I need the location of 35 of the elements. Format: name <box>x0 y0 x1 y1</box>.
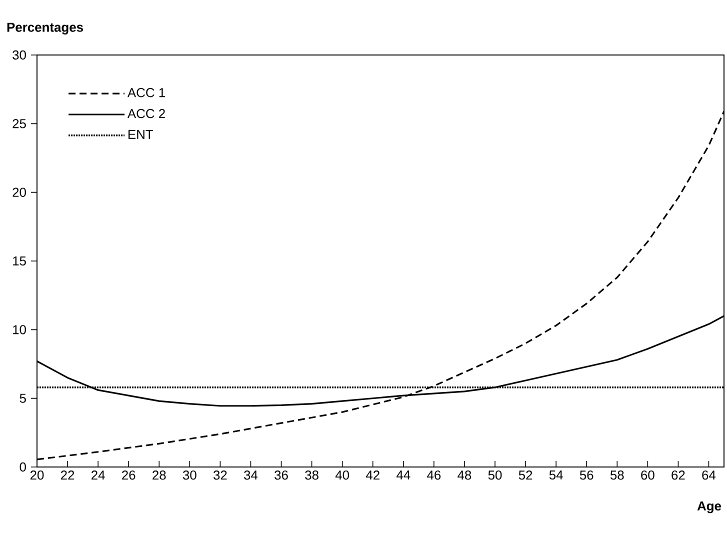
x-tick-label: 48 <box>458 470 472 480</box>
x-tick-label: 22 <box>60 470 74 480</box>
x-tick-label: 30 <box>182 470 196 480</box>
legend-label: ACC 2 <box>127 108 165 118</box>
legend-label: ACC 1 <box>127 88 165 98</box>
x-tick-label: 34 <box>244 470 258 480</box>
x-tick-label: 38 <box>305 470 318 480</box>
x-tick-label: 62 <box>672 470 685 480</box>
y-tick-label: 10 <box>13 325 26 334</box>
legend-label: ENT <box>128 130 154 139</box>
x-tick-label: 40 <box>335 470 350 480</box>
y-tick-label: 0 <box>20 462 26 472</box>
x-tick-label: 52 <box>518 470 532 480</box>
x-tick-label: 46 <box>427 470 441 480</box>
x-tick-label: 32 <box>214 470 227 480</box>
x-tick-label: 54 <box>549 470 563 480</box>
x-tick-label: 24 <box>92 470 105 480</box>
x-tick-label: 58 <box>610 470 624 480</box>
y-tick-label: 30 <box>12 50 26 60</box>
x-tick-label: 20 <box>30 470 44 480</box>
y-axis-title: Percentages <box>7 22 84 34</box>
x-tick-label: 60 <box>641 470 654 480</box>
x-tick-label: 28 <box>152 470 166 480</box>
x-tick-label: 44 <box>396 470 410 480</box>
x-tick-label: 50 <box>488 470 502 480</box>
y-tick-label: 20 <box>12 188 26 197</box>
x-tick-label: 64 <box>702 470 716 480</box>
x-tick-label: 42 <box>366 470 380 480</box>
x-tick-label: 56 <box>580 470 594 480</box>
x-axis-title: Age <box>697 502 722 514</box>
y-tick-label: 5 <box>20 394 26 403</box>
y-tick-label: 15 <box>13 256 26 266</box>
y-tick-label: 25 <box>12 119 26 128</box>
x-tick-label: 26 <box>122 470 136 480</box>
x-tick-label: 36 <box>274 470 288 480</box>
